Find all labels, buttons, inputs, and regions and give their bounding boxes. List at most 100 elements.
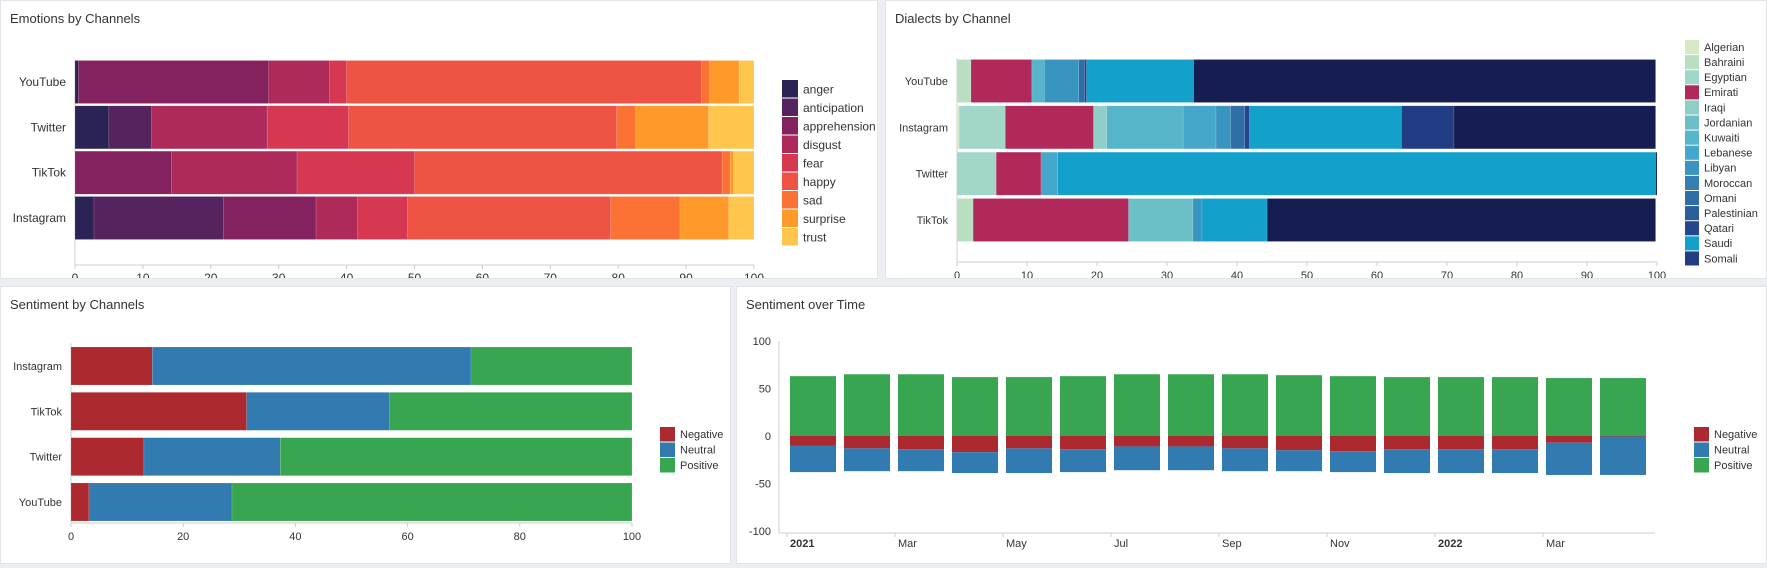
- bar-segment: [790, 445, 836, 473]
- category-label: YouTube: [19, 497, 62, 509]
- bar-segment: [956, 105, 960, 150]
- bar-segment: [357, 196, 408, 240]
- legend-swatch: [782, 154, 798, 172]
- x-tick-label: 70: [544, 271, 558, 279]
- bar-segment: [844, 374, 890, 436]
- bar-segment: [1438, 377, 1484, 436]
- legend-swatch: [1685, 251, 1699, 266]
- category-label: Twitter: [30, 452, 63, 464]
- legend-label: disgust: [803, 138, 842, 152]
- x-tick-label: 90: [679, 271, 693, 279]
- chart-title: Emotions by Channels: [10, 11, 141, 26]
- dialects-by-channel-panel: Dialects by Channel YouTube Instagram Twit…: [885, 0, 1767, 279]
- bar-segment: [74, 105, 110, 150]
- legend-swatch: [1685, 40, 1699, 55]
- bar-segment: [1266, 198, 1656, 242]
- legend-label: Positive: [680, 460, 719, 472]
- bar-segment: [74, 196, 95, 240]
- x-tick-label: 100: [623, 531, 641, 543]
- legend-swatch: [1685, 145, 1699, 160]
- bar-segment: [790, 436, 836, 446]
- bar-segment: [972, 198, 1129, 242]
- legend-label: trust: [803, 230, 827, 244]
- bar-segment: [709, 60, 740, 104]
- bar-segment: [1006, 448, 1052, 474]
- bar-segment: [470, 346, 633, 386]
- x-tick-label: 80: [514, 531, 526, 543]
- x-tick-label: 30: [272, 271, 286, 279]
- bar-segment: [1040, 151, 1059, 196]
- x-tick-label: Nov: [1330, 538, 1350, 550]
- bar-segment: [1084, 59, 1087, 103]
- legend-swatch: [1685, 175, 1699, 190]
- x-tick-label: 60: [401, 531, 413, 543]
- bar-segment: [1060, 436, 1106, 450]
- legend-label: Moroccan: [1704, 178, 1752, 190]
- bar-segment: [1114, 436, 1160, 447]
- x-tick-label: 90: [1581, 270, 1593, 279]
- x-tick-label: 40: [1231, 270, 1243, 279]
- bar-segment: [952, 377, 998, 436]
- x-tick-label: 40: [289, 531, 301, 543]
- bar-segment: [74, 150, 172, 195]
- x-tick-label: 100: [1648, 270, 1666, 279]
- bar-segment: [1249, 105, 1402, 150]
- bar-segment: [1546, 442, 1592, 475]
- bar-segment: [268, 60, 330, 104]
- bar-segment: [1276, 375, 1322, 436]
- legend-label: Emirati: [1704, 87, 1738, 99]
- bar-segment: [1330, 436, 1376, 452]
- legend-swatch: [782, 209, 798, 227]
- bar-segment: [389, 392, 633, 431]
- legend-swatch: [782, 191, 798, 209]
- bar-segment: [1114, 374, 1160, 436]
- bar-segment: [970, 59, 1033, 103]
- bar-segment: [898, 436, 944, 450]
- x-tick-label: 0: [72, 271, 79, 279]
- bar-segment: [108, 105, 152, 150]
- x-tick-label: 2022: [1438, 538, 1462, 550]
- legend-swatch: [1685, 191, 1699, 206]
- x-tick-label: 50: [408, 271, 422, 279]
- bar-segment: [78, 60, 269, 104]
- x-tick-label: May: [1006, 538, 1027, 550]
- legend-swatch: [782, 98, 798, 116]
- bar-segment: [70, 346, 153, 386]
- category-label: TikTok: [917, 215, 949, 227]
- x-tick-label: 2021: [790, 538, 814, 550]
- sentiment-time-chart: -100 -50 0 50 100 2021 Mar May Jul Sep Nov 2022 Mar N…: [749, 336, 1757, 550]
- legend-label: Negative: [680, 429, 723, 441]
- category-label: TikTok: [31, 406, 63, 418]
- legend-label: sad: [803, 193, 822, 207]
- x-tick-label: 10: [136, 271, 150, 279]
- bar-segment: [231, 482, 633, 522]
- bar-segment: [1276, 450, 1322, 472]
- legend-label: Jordanian: [1704, 117, 1752, 129]
- bar-segment: [679, 196, 730, 240]
- bar-segment: [1655, 151, 1658, 196]
- legend-label: fear: [803, 156, 824, 170]
- bar-segment: [956, 151, 997, 196]
- bar-segment: [738, 60, 755, 104]
- bar-segment: [1031, 59, 1045, 103]
- bar-segment: [708, 105, 755, 150]
- bar-segment: [1600, 436, 1646, 475]
- bar-segment: [1600, 378, 1646, 436]
- bar-segment: [407, 196, 611, 240]
- bar-segment: [143, 437, 281, 476]
- legend-swatch: [1685, 206, 1699, 221]
- bar-segment: [1384, 377, 1430, 436]
- legend-label: anticipation: [803, 101, 864, 115]
- bar-segment: [1438, 449, 1484, 474]
- legend-label: Omani: [1704, 193, 1736, 205]
- bar-segment: [1546, 378, 1592, 436]
- bar-segment: [1168, 374, 1214, 436]
- bar-segment: [1492, 449, 1538, 474]
- category-label: Instagram: [13, 211, 66, 225]
- legend-swatch: [1694, 442, 1709, 457]
- legend-swatch: [1685, 55, 1699, 70]
- bar-segment: [223, 196, 317, 240]
- bar-segment: [1276, 436, 1322, 451]
- legend-label: Kuwaiti: [1704, 132, 1739, 144]
- bar-segment: [635, 105, 709, 150]
